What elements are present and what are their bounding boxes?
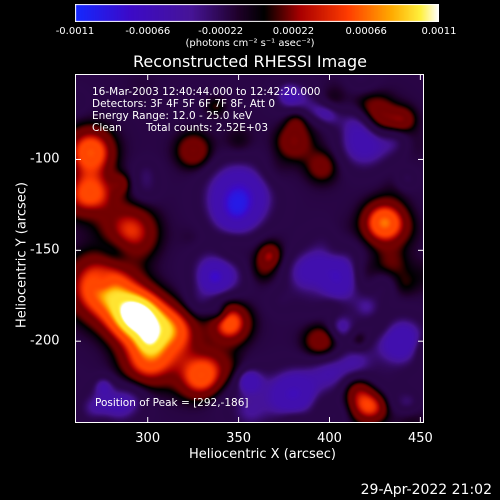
colorbar-tick-label: -0.00022 bbox=[198, 26, 244, 37]
annotation-clean: Clean bbox=[92, 122, 122, 134]
x-tick-label: 450 bbox=[407, 431, 433, 446]
footer-date: 29-Apr-2022 21:02 bbox=[360, 482, 492, 498]
colorbar-tick-label: 0.00066 bbox=[345, 26, 387, 37]
annotation-detectors: Detectors: 3F 4F 5F 6F 7F 8F, Att 0 bbox=[92, 98, 276, 110]
y-tick-label: -200 bbox=[30, 333, 60, 349]
annotation-energy-range: Energy Range: 12.0 - 25.0 keV bbox=[92, 110, 253, 122]
annotation-time-range: 16-Mar-2003 12:40:44.000 to 12:42:20.000 bbox=[92, 86, 321, 98]
colorbar-tick-label: 0.00022 bbox=[272, 26, 315, 37]
x-tick-label: 300 bbox=[135, 431, 161, 446]
colorbar-tick-label: -0.0011 bbox=[55, 26, 95, 37]
x-tick-label: 400 bbox=[317, 431, 342, 446]
plot-border bbox=[75, 74, 424, 423]
annotation-peak-position: Position of Peak = [292,-186] bbox=[95, 397, 249, 409]
plot-frame bbox=[75, 74, 424, 423]
colorbar-tick-label: -0.00066 bbox=[125, 26, 171, 37]
colorbar bbox=[75, 4, 439, 22]
y-tick-label: -100 bbox=[30, 151, 60, 167]
chart-title: Reconstructed RHESSI Image bbox=[133, 52, 367, 71]
heatmap-image bbox=[75, 74, 424, 423]
colorbar-tick-label: 0.0011 bbox=[421, 26, 457, 37]
x-tick-label: 350 bbox=[226, 431, 252, 446]
y-tick-label: -150 bbox=[30, 242, 60, 258]
x-axis-label: Heliocentric X (arcsec) bbox=[189, 447, 336, 462]
tick-marks bbox=[75, 74, 424, 423]
colorbar-unit-label: (photons cm⁻² s⁻¹ asec⁻²) bbox=[185, 38, 315, 49]
y-axis-label: Heliocentric Y (arcsec) bbox=[14, 182, 30, 328]
annotation-total-counts: Total counts: 2.52E+03 bbox=[146, 122, 269, 134]
